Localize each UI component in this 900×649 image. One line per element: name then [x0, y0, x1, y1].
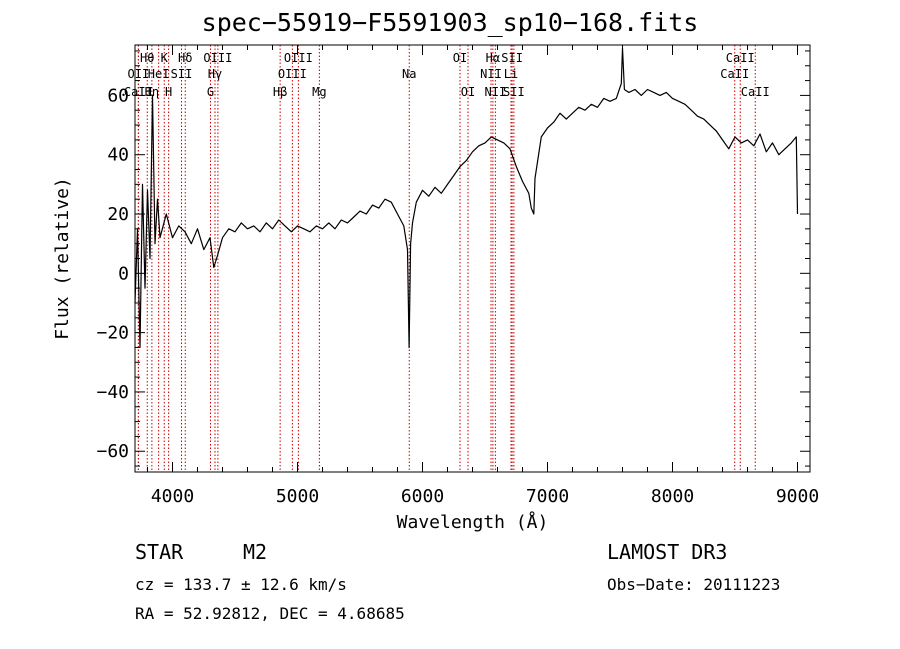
line-label: Hη — [145, 85, 159, 99]
x-tick-label: 9000 — [776, 486, 819, 507]
object-subclass: M2 — [243, 540, 268, 564]
line-label: OIII — [203, 51, 232, 65]
plot-frame — [134, 44, 811, 473]
x-axis-label: Wavelength (Å) — [397, 511, 549, 533]
line-label: SII — [171, 67, 193, 81]
line-label: G — [207, 85, 214, 99]
observation-date: Obs−Date: 20111223 — [607, 575, 781, 594]
y-tick-label: −60 — [96, 441, 129, 462]
line-label: CaII — [741, 85, 770, 99]
line-label: Hδ — [178, 51, 192, 65]
line-label: OI — [461, 85, 475, 99]
redshift-cz: cz = 133.7 ± 12.6 km/s — [135, 575, 347, 594]
line-label: Hθ — [140, 51, 154, 65]
y-tick-label: 20 — [107, 204, 129, 225]
coordinates: RA = 52.92812, DEC = 4.68685 — [135, 604, 405, 623]
y-axis-label: Flux (relative) — [52, 177, 73, 340]
y-tick-label: 0 — [118, 263, 129, 284]
line-label: SII — [501, 51, 523, 65]
y-tick-label: 60 — [107, 85, 129, 106]
line-label: CaII — [726, 51, 755, 65]
y-tick-label: −20 — [96, 323, 129, 344]
chart-title: spec−55919−F5591903_sp10−168.fits — [201, 8, 699, 37]
x-tick-label: 7000 — [526, 486, 569, 507]
survey-name: LAMOST DR3 — [607, 540, 728, 564]
x-tick-label: 6000 — [401, 486, 444, 507]
line-label: Hγ — [208, 67, 222, 81]
line-label: K — [161, 51, 169, 65]
line-labels-layer: Hθ OII CaII K HeI Hη H Hδ SII OIII Hγ G OIII OIII Hβ Mg… — [124, 51, 770, 99]
line-label: HeI — [148, 67, 170, 81]
line-label: SII — [503, 85, 525, 99]
line-label: CaII — [720, 67, 749, 81]
line-label: Na — [402, 67, 416, 81]
x-tick-label: 5000 — [276, 486, 319, 507]
line-label: Hβ — [273, 85, 287, 99]
line-label: OII — [128, 67, 150, 81]
line-label: NII — [480, 67, 502, 81]
x-tick-label: 8000 — [651, 486, 694, 507]
axes-layer: 4000 5000 6000 7000 8000 9000 −60 −40 −20 0 20 40 60… — [52, 44, 819, 533]
emission-lines-layer — [137, 45, 756, 472]
line-label: NII — [485, 85, 507, 99]
y-tick-label: −40 — [96, 382, 129, 403]
y-tick-label: 40 — [107, 145, 129, 166]
line-label: H — [165, 85, 172, 99]
line-label: Hα — [486, 51, 500, 65]
spectrum-layer — [134, 47, 799, 349]
line-label: OIII — [278, 67, 307, 81]
line-label: CaII — [124, 85, 153, 99]
x-tick-label: 4000 — [151, 486, 194, 507]
object-class: STAR — [135, 540, 184, 564]
spectrum-line — [134, 47, 799, 349]
line-label: OIII — [284, 51, 313, 65]
line-label: OI — [453, 51, 467, 65]
line-label: Mg — [312, 85, 326, 99]
line-label: Li — [504, 67, 518, 81]
